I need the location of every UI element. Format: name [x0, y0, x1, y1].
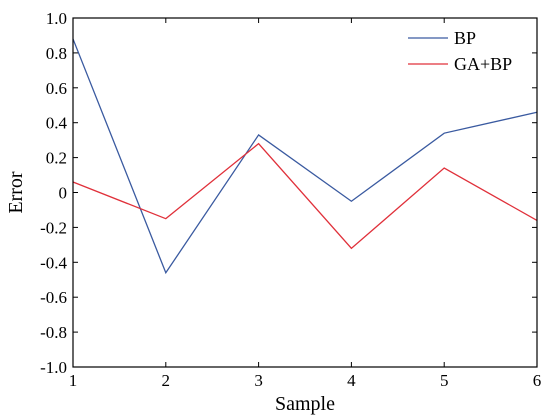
legend-label: GA+BP [454, 54, 512, 74]
series-lines [72, 38, 538, 275]
y-tick-label: -0.8 [40, 323, 67, 342]
x-tick-label: 4 [347, 371, 356, 390]
x-tick-label: 3 [254, 371, 263, 390]
x-tick-label: 1 [69, 371, 78, 390]
y-tick-label: 0.6 [46, 79, 67, 98]
series-line-ga-bp [72, 142, 538, 250]
y-tick-label: 0.2 [46, 149, 67, 168]
legend: BP GA+BP [408, 28, 512, 74]
legend-label: BP [454, 28, 476, 48]
y-axis-ticks: 1.0 0.8 0.6 0.4 0.2 0 -0.2 -0.4 -0.6 -0.8 -1.0 [40, 9, 537, 377]
y-tick-label: 0.8 [46, 44, 67, 63]
y-axis-title: Error [5, 171, 27, 214]
y-tick-label: -0.6 [40, 288, 67, 307]
y-tick-label: -0.2 [40, 218, 67, 237]
x-axis-title: Sample [275, 393, 335, 415]
y-tick-label: 0 [59, 184, 68, 203]
plot-frame [72, 17, 538, 368]
x-tick-label: 6 [533, 371, 542, 390]
y-tick-label: 1.0 [46, 9, 67, 28]
y-tick-label: -1.0 [40, 358, 67, 377]
x-tick-label: 2 [162, 371, 171, 390]
series-line-bp [72, 38, 538, 275]
x-tick-label: 5 [440, 371, 449, 390]
y-tick-label: 0.4 [46, 114, 68, 133]
y-tick-label: -0.4 [40, 253, 67, 272]
